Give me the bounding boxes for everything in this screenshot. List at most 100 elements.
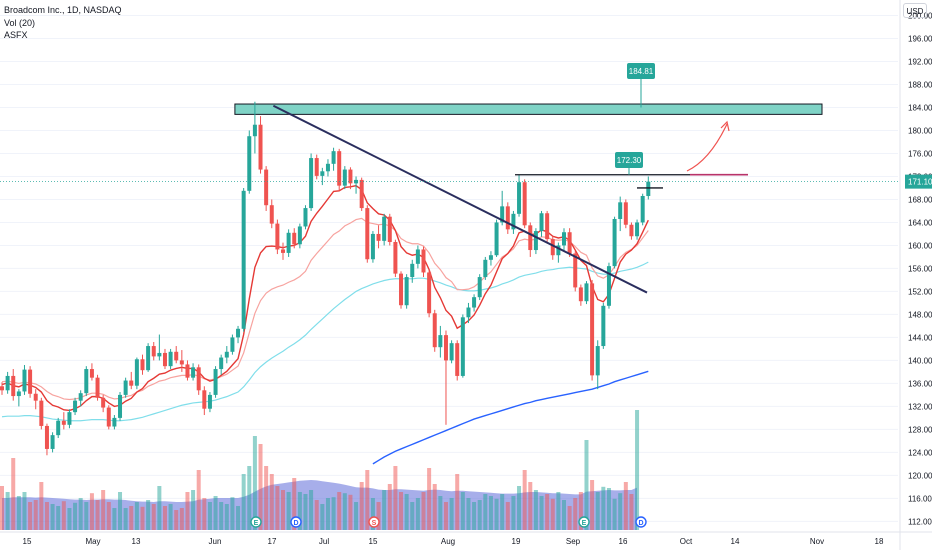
- event-marker-label: S: [372, 520, 377, 527]
- time-tick: 18: [875, 537, 884, 546]
- candle-body: [174, 351, 179, 361]
- candle-body: [157, 352, 162, 357]
- candle-body: [545, 213, 550, 240]
- candle-body: [460, 317, 465, 376]
- moving-averages: [1, 184, 649, 465]
- candle-body: [179, 360, 184, 365]
- trend-line: [272, 104, 648, 294]
- volume-bar: [61, 501, 66, 530]
- volume-bar: [28, 502, 33, 530]
- candle-body: [415, 249, 420, 264]
- drawings[interactable]: 184.81 172.30: [0, 63, 898, 294]
- candle-body: [292, 232, 297, 245]
- candle-body: [73, 400, 78, 413]
- horizontal-zone[interactable]: [234, 103, 823, 115]
- volume-bar: [567, 506, 572, 530]
- projection-arrowhead: [720, 120, 730, 132]
- volume-bar: [78, 498, 83, 530]
- candle-body: [382, 216, 387, 241]
- candle-body: [646, 181, 651, 197]
- volume-bar: [517, 486, 522, 530]
- candle-body: [466, 307, 471, 318]
- volume-bar: [539, 496, 544, 530]
- volume-bar: [50, 504, 55, 530]
- candle-body: [129, 380, 134, 386]
- volume-bar: [16, 496, 21, 530]
- price-tick: 164.00: [908, 218, 932, 227]
- candle-body: [359, 179, 364, 209]
- candle-body: [404, 277, 409, 306]
- volume-bar: [236, 506, 241, 530]
- price-tick: 120.00: [908, 471, 932, 480]
- candle-body: [443, 335, 448, 361]
- price-axis[interactable]: 200.00 196.00 192.00 188.00 184.00 180.00 176.…: [899, 0, 932, 550]
- candle-body: [95, 377, 100, 398]
- callout-lower-box: [615, 152, 643, 168]
- volume-bar: [601, 486, 606, 530]
- candle-body: [11, 375, 16, 397]
- candle-body: [606, 266, 611, 306]
- candle-body: [477, 277, 482, 298]
- price-tick: 160.00: [908, 241, 932, 250]
- currency-badge[interactable]: USD: [903, 3, 927, 18]
- price-tick: 128.00: [908, 425, 932, 434]
- volume-bar: [89, 493, 94, 530]
- candle-body: [269, 205, 274, 224]
- candle-body: [320, 171, 325, 176]
- event-marker-label: E: [254, 520, 259, 527]
- candle-body: [196, 367, 201, 391]
- volume-bar: [320, 504, 325, 530]
- event-marker: [368, 516, 380, 528]
- volume-bar: [618, 493, 623, 530]
- time-axis[interactable]: 15 May 13 Jun 17 Jul 15 Aug 19 Sep 16 Oct 14 Nov 18: [0, 531, 932, 546]
- volume-bar: [606, 488, 611, 530]
- volume-bar: [488, 496, 493, 530]
- candle-body: [601, 305, 606, 347]
- time-tick: 16: [619, 537, 628, 546]
- candle-body: [230, 337, 235, 352]
- volume-bar: [382, 490, 387, 530]
- candle-body: [89, 369, 94, 378]
- candle-body: [354, 179, 359, 184]
- volume-bar: [404, 494, 409, 530]
- volume-bar: [179, 508, 184, 530]
- price-tick: 192.00: [908, 57, 932, 66]
- volume-bar: [415, 498, 420, 530]
- candlesticks: [0, 101, 651, 456]
- volume-bar: [550, 498, 555, 530]
- candle-body: [314, 158, 319, 176]
- volume-bar: [556, 492, 561, 530]
- candle-body: [567, 232, 572, 254]
- volume-bar: [399, 492, 404, 530]
- volume-bar: [219, 502, 224, 530]
- candle-body: [224, 351, 229, 358]
- volume-bar: [545, 494, 550, 530]
- volume-bar: [342, 493, 347, 530]
- volume-bar: [191, 490, 196, 530]
- volume-bar: [213, 496, 218, 530]
- candle-body: [365, 208, 370, 260]
- callout-lower-label: 172.30: [617, 156, 642, 165]
- candle-body: [488, 255, 493, 260]
- volume-bar: [449, 498, 454, 530]
- candle-body: [101, 397, 106, 408]
- candle-body: [348, 169, 353, 184]
- time-tick: 15: [369, 537, 378, 546]
- candle-body: [303, 208, 308, 227]
- volume-bar: [460, 492, 465, 530]
- candle-body: [438, 335, 443, 348]
- volume-bar: [44, 502, 49, 530]
- event-marker-label: D: [638, 520, 643, 527]
- candle-body: [309, 158, 314, 209]
- volume-bar: [466, 498, 471, 530]
- candle-body: [123, 380, 128, 395]
- volume-bar: [185, 492, 190, 530]
- volume-bar: [134, 502, 139, 530]
- volume-bar: [106, 502, 111, 530]
- candle-body: [618, 202, 623, 219]
- candle-body: [584, 283, 589, 302]
- price-tick: 136.00: [908, 379, 932, 388]
- volume-bar: [140, 506, 145, 530]
- volume-bar: [635, 410, 640, 530]
